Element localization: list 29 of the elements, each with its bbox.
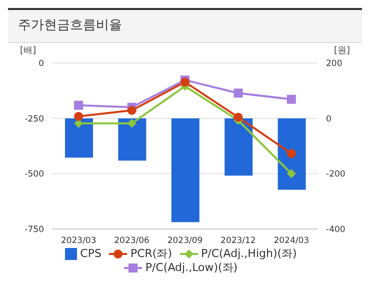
y-tick-label: 0 xyxy=(38,59,44,70)
y2-tick-label: -200 xyxy=(326,170,346,180)
point xyxy=(127,106,136,115)
x-tick-label: 2023/06 xyxy=(114,236,150,246)
legend-label: P/C(Adj.,Low)(좌) xyxy=(144,261,238,275)
x-tick-label: 2024/03 xyxy=(274,236,310,246)
x-tick-label: 2023/12 xyxy=(220,236,256,246)
point xyxy=(286,94,296,104)
y-axis-title: [배] xyxy=(20,45,36,57)
x-tick-label: 2023/03 xyxy=(60,236,96,246)
point xyxy=(74,112,84,121)
point xyxy=(286,149,296,158)
y2-tick-label: 200 xyxy=(326,59,342,70)
y2-tick-label: 0 xyxy=(326,114,332,124)
y2-axis-title: [원] xyxy=(334,45,350,57)
legend-label: P/C(Adj.,High)(좌) xyxy=(200,247,297,261)
point xyxy=(234,88,243,98)
x-tick-label: 2023/09 xyxy=(167,236,203,246)
point xyxy=(74,100,84,110)
y2-tick-label: -400 xyxy=(326,225,346,236)
y-tick-label: -500 xyxy=(24,170,44,180)
chart-title: 주가현금흐름비율 xyxy=(8,8,362,43)
legend-label: CPS xyxy=(79,247,102,261)
point xyxy=(286,169,296,178)
y-tick-label: -250 xyxy=(24,114,44,124)
y-tick-label: -750 xyxy=(24,225,44,236)
point xyxy=(234,112,243,122)
legend-label: PCR(좌) xyxy=(129,247,172,261)
point xyxy=(127,118,136,128)
